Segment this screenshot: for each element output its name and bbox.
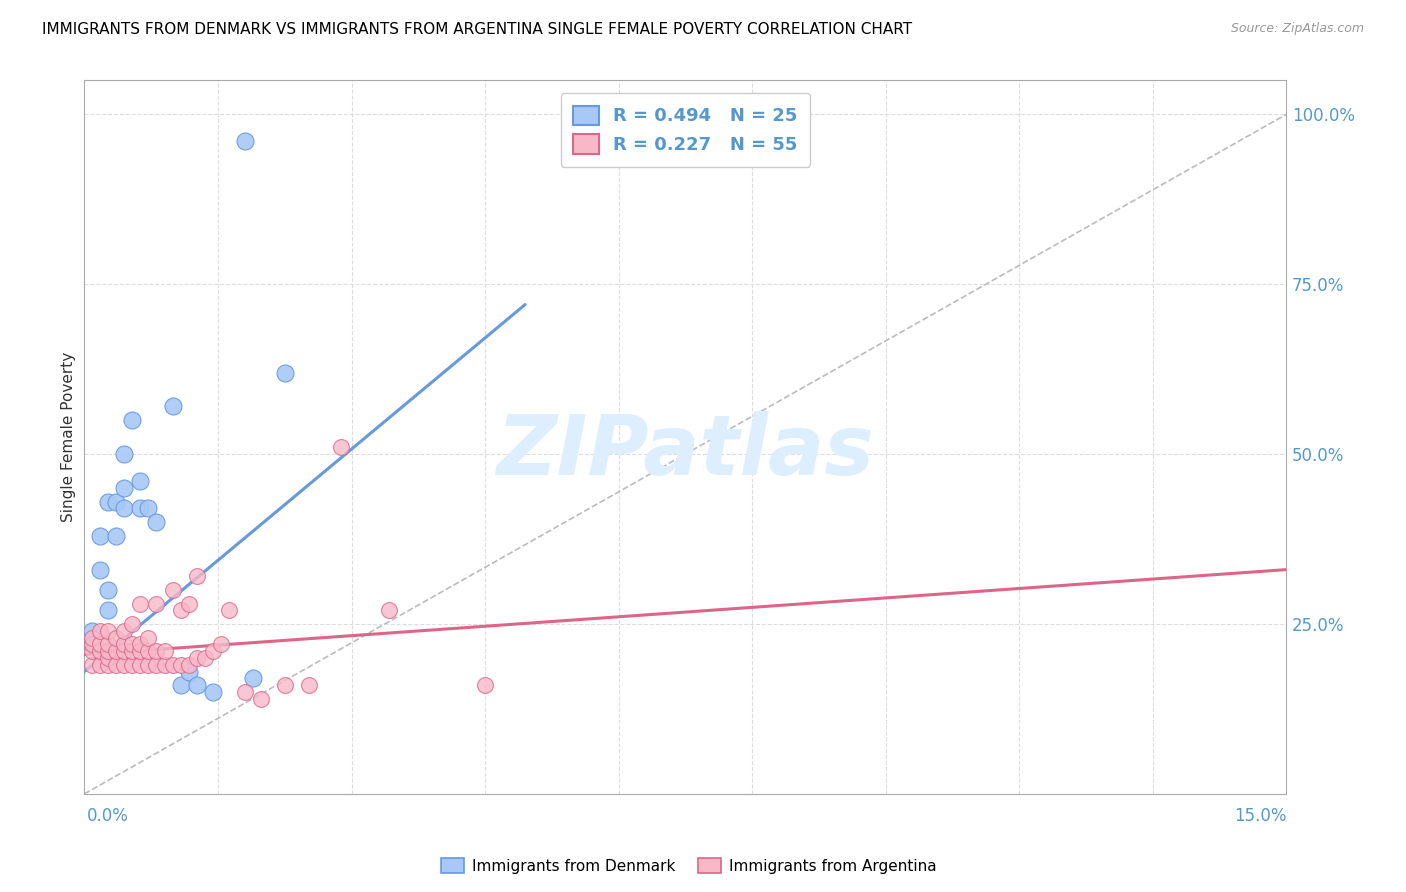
Point bbox=[145, 597, 167, 611]
Point bbox=[138, 631, 160, 645]
Point bbox=[114, 657, 135, 672]
Point bbox=[105, 644, 128, 658]
Point bbox=[177, 665, 200, 679]
Point bbox=[89, 657, 111, 672]
Point bbox=[82, 637, 104, 651]
Point bbox=[97, 582, 120, 597]
Point bbox=[249, 691, 271, 706]
Point bbox=[233, 685, 256, 699]
Point bbox=[105, 657, 128, 672]
Point bbox=[121, 637, 143, 651]
Point bbox=[378, 603, 401, 617]
Point bbox=[129, 637, 152, 651]
Point bbox=[474, 678, 496, 692]
Text: IMMIGRANTS FROM DENMARK VS IMMIGRANTS FROM ARGENTINA SINGLE FEMALE POVERTY CORRE: IMMIGRANTS FROM DENMARK VS IMMIGRANTS FR… bbox=[42, 22, 912, 37]
Point bbox=[169, 603, 191, 617]
Point bbox=[114, 624, 135, 638]
Point bbox=[89, 563, 111, 577]
Text: 15.0%: 15.0% bbox=[1234, 807, 1286, 825]
Point bbox=[138, 644, 160, 658]
Point bbox=[201, 685, 224, 699]
Point bbox=[194, 651, 217, 665]
Point bbox=[169, 657, 191, 672]
Point bbox=[97, 657, 120, 672]
Point bbox=[89, 644, 111, 658]
Point bbox=[97, 637, 120, 651]
Point bbox=[121, 644, 143, 658]
Point bbox=[186, 569, 208, 583]
Point bbox=[97, 624, 120, 638]
Point bbox=[129, 644, 152, 658]
Point bbox=[121, 413, 143, 427]
Point bbox=[129, 475, 152, 489]
Point bbox=[186, 651, 208, 665]
Point bbox=[145, 644, 167, 658]
Point bbox=[201, 644, 224, 658]
Point bbox=[105, 528, 128, 542]
Point bbox=[186, 678, 208, 692]
Text: 0.0%: 0.0% bbox=[87, 807, 129, 825]
Point bbox=[298, 678, 321, 692]
Point bbox=[153, 644, 176, 658]
Point bbox=[162, 400, 184, 414]
Point bbox=[114, 644, 135, 658]
Point bbox=[114, 501, 135, 516]
Point bbox=[218, 603, 240, 617]
Point bbox=[82, 624, 104, 638]
Point bbox=[177, 597, 200, 611]
Point bbox=[162, 582, 184, 597]
Point bbox=[153, 657, 176, 672]
Point bbox=[162, 657, 184, 672]
Point bbox=[138, 501, 160, 516]
Point bbox=[121, 617, 143, 632]
Point bbox=[89, 528, 111, 542]
Point bbox=[114, 447, 135, 461]
Point bbox=[274, 366, 297, 380]
Point bbox=[82, 631, 104, 645]
Legend: R = 0.494   N = 25, R = 0.227   N = 55: R = 0.494 N = 25, R = 0.227 N = 55 bbox=[561, 93, 810, 167]
Point bbox=[145, 515, 167, 529]
Text: ZIPatlas: ZIPatlas bbox=[496, 411, 875, 491]
Point bbox=[97, 494, 120, 508]
Point bbox=[82, 657, 104, 672]
Point bbox=[105, 494, 128, 508]
Point bbox=[114, 481, 135, 495]
Point bbox=[129, 597, 152, 611]
Point bbox=[145, 657, 167, 672]
Point bbox=[233, 135, 256, 149]
Y-axis label: Single Female Poverty: Single Female Poverty bbox=[60, 352, 76, 522]
Point bbox=[89, 637, 111, 651]
Text: Source: ZipAtlas.com: Source: ZipAtlas.com bbox=[1230, 22, 1364, 36]
Point bbox=[329, 440, 352, 454]
Point bbox=[97, 603, 120, 617]
Point bbox=[82, 644, 104, 658]
Point bbox=[169, 678, 191, 692]
Point bbox=[97, 651, 120, 665]
Point bbox=[242, 671, 264, 685]
Point bbox=[209, 637, 232, 651]
Point bbox=[114, 637, 135, 651]
Point bbox=[105, 631, 128, 645]
Point bbox=[121, 657, 143, 672]
Point bbox=[274, 678, 297, 692]
Point bbox=[177, 657, 200, 672]
Legend: Immigrants from Denmark, Immigrants from Argentina: Immigrants from Denmark, Immigrants from… bbox=[436, 852, 942, 880]
Point bbox=[129, 501, 152, 516]
Point bbox=[89, 624, 111, 638]
Point bbox=[82, 637, 104, 651]
Point bbox=[97, 644, 120, 658]
Point bbox=[138, 657, 160, 672]
Point bbox=[129, 657, 152, 672]
